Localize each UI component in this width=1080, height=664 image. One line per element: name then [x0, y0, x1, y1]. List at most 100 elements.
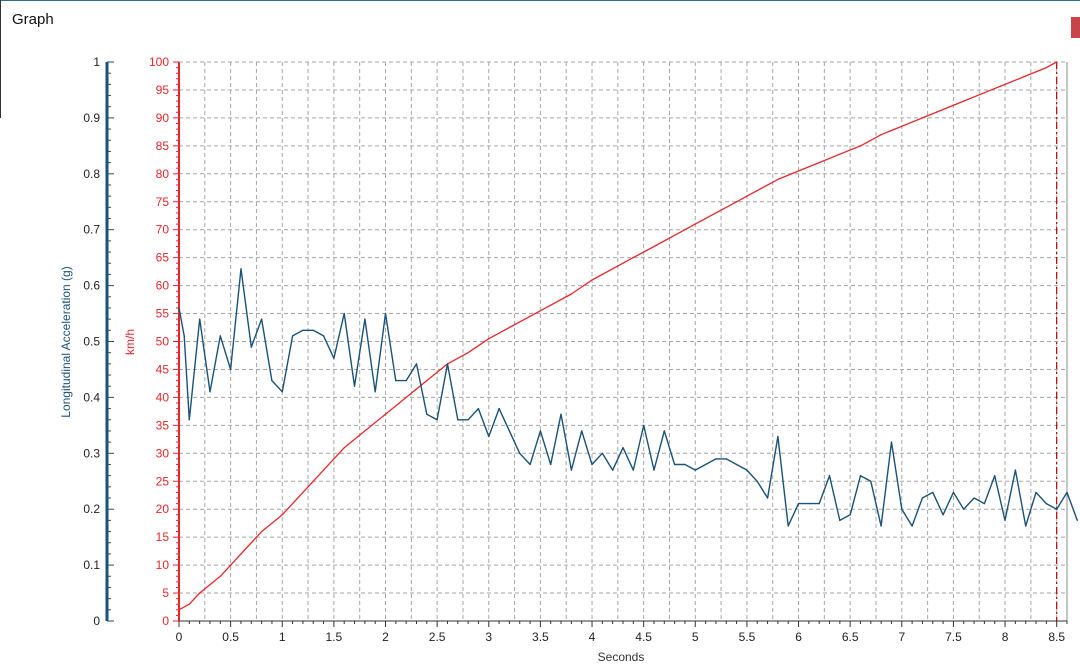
acceleration-point [199, 318, 201, 320]
acceleration-point [622, 447, 624, 449]
acceleration-point [921, 497, 924, 499]
acceleration-point [178, 307, 180, 309]
window-title: Graph [12, 11, 54, 28]
acceleration-point [550, 463, 552, 466]
acceleration-point [312, 329, 314, 331]
acceleration-point [539, 430, 541, 432]
acceleration-point [694, 469, 696, 471]
acceleration-point [405, 380, 407, 382]
acceleration-point [271, 380, 273, 382]
acceleration-point [839, 519, 841, 521]
acceleration-point [818, 503, 820, 505]
left-axis-tick-label: 0.4 [83, 390, 100, 404]
x-axis-tick-label: 5 [692, 630, 699, 644]
acceleration-point [859, 475, 862, 477]
speed-point [735, 201, 738, 203]
acceleration-point [591, 463, 593, 466]
acceleration-point [787, 525, 789, 527]
speed-point [963, 100, 965, 102]
acceleration-point [890, 441, 893, 443]
speed-point [219, 575, 221, 577]
speed-axis-tick-label: 5 [162, 586, 169, 600]
plot-lines [178, 61, 1078, 621]
left-axis-tick-label: 0.9 [83, 111, 100, 125]
speed-axis-tick-label: 100 [149, 55, 169, 69]
speed-point [839, 153, 841, 155]
speed-axis-tick-label: 0 [162, 614, 169, 628]
acceleration-point [395, 380, 397, 382]
speed-point [426, 380, 428, 382]
right-axis-label: km/h [123, 329, 137, 355]
acceleration-point [942, 514, 944, 516]
acceleration-point [183, 335, 185, 337]
x-axis-tick-label: 3 [485, 630, 492, 644]
speed-point [508, 326, 511, 329]
acceleration-point [1014, 469, 1016, 471]
acceleration-point [601, 452, 603, 454]
speed-point [570, 293, 572, 295]
acceleration-point [415, 363, 418, 365]
left-axis-tick-label: 1 [93, 55, 100, 69]
acceleration-point [529, 463, 531, 466]
acceleration-point [766, 497, 769, 499]
speed-point [612, 268, 614, 270]
acceleration-point [777, 435, 779, 438]
window-left-border [0, 0, 1, 118]
speed-point [199, 592, 201, 594]
speed-point [364, 430, 366, 432]
speed-axis-tick-label: 70 [156, 223, 170, 237]
acceleration-point [519, 452, 521, 454]
acceleration-point [725, 458, 727, 460]
speed-point [178, 609, 180, 611]
acceleration-point [994, 475, 996, 477]
acceleration-point [353, 385, 356, 387]
speed-axis-tick-label: 10 [156, 558, 170, 572]
acceleration-point [932, 491, 934, 494]
acceleration-point [250, 346, 252, 348]
speed-axis-tick-label: 30 [156, 446, 170, 460]
acceleration-point [983, 503, 985, 505]
acceleration-point [663, 430, 665, 432]
x-axis-tick-label: 2 [382, 630, 389, 644]
speed-point [384, 413, 387, 415]
acceleration-point [477, 407, 480, 410]
acceleration-point [457, 419, 459, 421]
speed-axis-tick-label: 95 [156, 83, 170, 97]
acceleration-point [446, 363, 449, 365]
acceleration-point [1004, 519, 1006, 521]
acceleration-point [849, 514, 851, 516]
acceleration-point [828, 475, 831, 477]
speed-point [1004, 83, 1006, 85]
x-axis-tick-label: 8 [1002, 630, 1009, 644]
speed-axis-tick-label: 75 [156, 195, 170, 209]
speed-point [674, 234, 676, 236]
speed-point [880, 134, 882, 136]
speed-point [1056, 61, 1058, 63]
speed-point [240, 553, 242, 555]
acceleration-point [426, 413, 428, 415]
acceleration-point [374, 391, 376, 393]
acceleration-point [230, 368, 232, 371]
speed-point [188, 603, 190, 605]
x-axis-tick-label: 3.5 [532, 630, 549, 644]
window-top-border [0, 0, 1080, 1]
acceleration-point [911, 525, 913, 527]
acceleration-point [797, 503, 800, 505]
left-axis: 0 0.1 0.2 0.3 0.4 0.5 0.6 0.7 0.8 0.9 1 [83, 55, 114, 628]
speed-point [901, 125, 903, 127]
acceleration-point [1035, 491, 1037, 494]
acceleration-point [963, 508, 965, 510]
acceleration-point [684, 463, 686, 466]
acceleration-point [467, 419, 469, 421]
speed-point [261, 530, 263, 533]
acceleration-point [612, 469, 614, 471]
acceleration-point [570, 469, 572, 471]
speed-point [322, 469, 325, 471]
speed-point [550, 304, 552, 306]
close-button[interactable] [1071, 17, 1080, 38]
speed-point [818, 162, 820, 164]
speed-point [942, 108, 944, 111]
left-axis-tick-label: 0.8 [83, 167, 100, 181]
speed-axis-tick-label: 35 [156, 418, 170, 432]
speed-point [632, 257, 634, 259]
